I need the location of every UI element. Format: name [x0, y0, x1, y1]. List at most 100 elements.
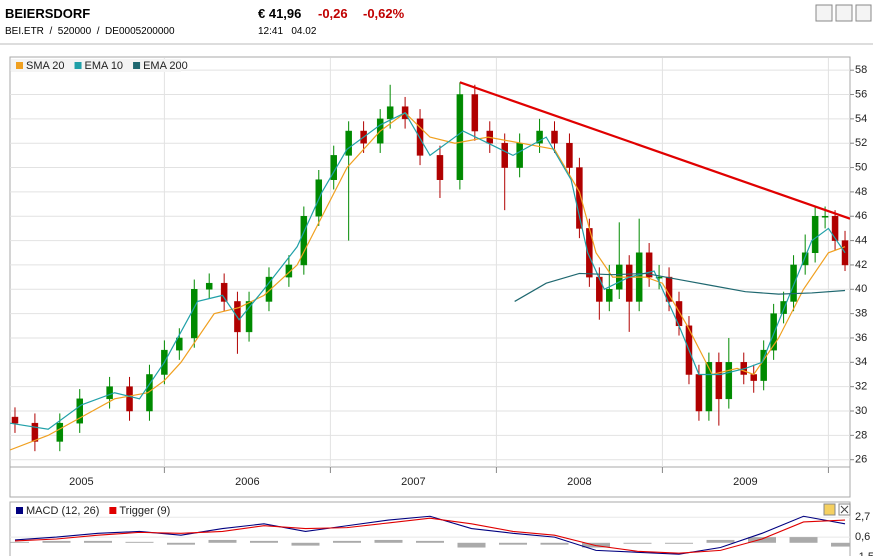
candle-body — [436, 155, 444, 180]
candle-body — [11, 416, 19, 424]
y-tick-label: 40 — [855, 283, 867, 295]
candle-body — [386, 106, 394, 120]
histogram-bar — [416, 540, 444, 543]
candle-body — [780, 301, 787, 314]
histogram-bar — [665, 542, 694, 544]
histogram-bar — [623, 542, 652, 544]
y-tick-label: 30 — [855, 405, 867, 417]
ids: BEI.ETR / 520000 / DE0005200000 — [5, 26, 175, 37]
candle-body — [831, 215, 839, 241]
candle-body — [31, 422, 39, 442]
legend-label: MACD (12, 26) — [26, 505, 99, 517]
histogram-bar — [374, 539, 403, 543]
candle-body — [76, 398, 83, 424]
histogram-bar — [789, 537, 818, 543]
y-tick-label: 42 — [855, 259, 867, 271]
y-tick-label: 0,6 — [855, 531, 870, 543]
candle-body — [645, 252, 653, 278]
candle-body — [285, 264, 293, 278]
histogram-bar — [208, 539, 237, 543]
macd-line — [14, 517, 846, 554]
y-tick-label: 48 — [855, 186, 867, 198]
candle-body — [456, 94, 464, 180]
candle-body — [606, 289, 613, 302]
candle-body — [576, 167, 583, 229]
icon-settings[interactable] — [823, 503, 836, 516]
legend-label: EMA 10 — [85, 60, 124, 72]
histogram-bar — [291, 542, 320, 546]
candle-body — [416, 118, 424, 156]
indicator-line — [514, 272, 846, 302]
trend-line — [459, 81, 850, 220]
icon-close-x — [840, 505, 849, 514]
histogram-bar — [10, 541, 29, 543]
candle-body — [106, 386, 113, 400]
y-tick-label: 46 — [855, 210, 867, 222]
candle-body — [191, 289, 198, 339]
histogram-bar — [748, 537, 777, 543]
y-tick-label: 28 — [855, 429, 867, 441]
histogram-bar — [831, 542, 850, 547]
price: € 41,96 — [258, 6, 302, 21]
histogram-bar — [540, 542, 569, 545]
candle-body — [760, 349, 767, 381]
histogram-bar — [83, 540, 112, 543]
histogram-bar — [42, 540, 71, 543]
candle-body — [705, 362, 713, 412]
legend-swatch — [74, 62, 82, 69]
x-tick-label: 2009 — [733, 476, 757, 488]
candle-body — [56, 422, 64, 442]
y-tick-label: 44 — [855, 234, 867, 246]
candle-body — [220, 282, 228, 302]
histogram-bar — [249, 540, 278, 543]
change: -0,26 — [318, 6, 348, 21]
histogram-bar — [457, 542, 486, 548]
x-tick-label: 2005 — [69, 476, 93, 488]
y-tick-label: 56 — [855, 88, 867, 100]
y-tick-label: 32 — [855, 381, 867, 393]
plot-group — [10, 81, 850, 452]
y-tick-label: 36 — [855, 332, 867, 344]
legend-swatch — [109, 507, 117, 514]
candle-body — [596, 276, 603, 302]
candle-body — [536, 130, 543, 144]
legend-swatch — [16, 507, 23, 514]
histogram-bar — [125, 541, 154, 543]
y-tick-label: 26 — [855, 454, 867, 466]
y-tick-label: 2,7 — [855, 511, 870, 523]
candle-body — [790, 264, 797, 302]
candle-body — [725, 362, 733, 400]
histogram-bar — [706, 539, 735, 543]
y-tick-label: 34 — [855, 356, 867, 368]
y-tick-label: 50 — [855, 161, 867, 173]
histogram-bar — [499, 542, 528, 545]
candle-body — [300, 215, 308, 266]
indicator-line — [10, 111, 846, 451]
candle-body — [801, 252, 809, 266]
icon-chart[interactable] — [815, 4, 833, 22]
candle-body — [245, 301, 253, 333]
candle-body — [655, 276, 663, 279]
main-frame — [9, 56, 851, 498]
y-tick-label: 38 — [855, 308, 867, 320]
legend-label: SMA 20 — [26, 60, 65, 72]
candle-body — [126, 386, 133, 412]
histogram-bar — [166, 542, 195, 545]
legend-label: Trigger (9) — [119, 505, 170, 517]
candle-body — [750, 374, 757, 381]
icon-news[interactable] — [835, 4, 853, 22]
macd-frame — [9, 501, 851, 556]
candle-body — [176, 337, 183, 351]
legend-swatch — [16, 62, 23, 69]
plot-group — [10, 515, 850, 555]
candle-body — [501, 142, 508, 168]
candle-body — [516, 142, 523, 168]
candle-body — [566, 142, 573, 168]
candle-body — [695, 374, 703, 412]
legend-label: EMA 200 — [143, 60, 188, 72]
icon-table[interactable] — [855, 4, 872, 22]
stock-name: BEIERSDORF — [5, 6, 91, 21]
candle-body — [811, 215, 819, 254]
